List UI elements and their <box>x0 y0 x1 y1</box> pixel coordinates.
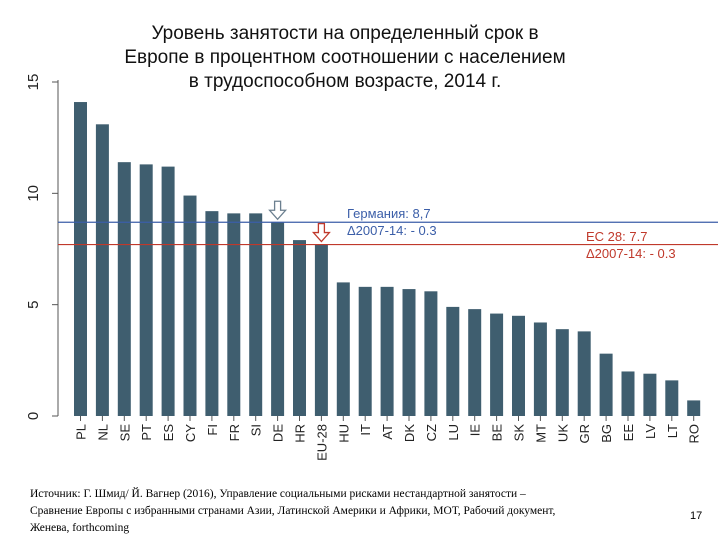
x-tick-label: NL <box>95 424 110 441</box>
x-tick-label: PL <box>74 424 89 440</box>
arrow-marker-eu-28-icon <box>311 222 331 243</box>
eu-delta: Δ2007-14: - 0.3 <box>586 246 676 261</box>
bar-eu-28 <box>314 244 328 416</box>
bar-it <box>358 286 372 416</box>
x-tick-label: ES <box>161 424 176 442</box>
source-line-3: Женева, forthcoming <box>30 522 130 534</box>
x-tick-label: FI <box>205 424 220 436</box>
bar-pl <box>74 102 87 416</box>
x-tick-label: BG <box>599 424 614 443</box>
bar-dk <box>402 289 416 416</box>
x-tick-label: CZ <box>424 424 439 441</box>
bar-fr <box>227 213 241 416</box>
bar-gr <box>577 331 591 416</box>
x-tick-label: IE <box>468 424 483 437</box>
x-tick-label: CY <box>183 424 198 442</box>
bar-mt <box>533 322 547 416</box>
bar-si <box>249 213 263 416</box>
y-tick-label: 15 <box>25 74 42 91</box>
bar-se <box>117 162 131 416</box>
germany-delta: Δ2007-14: - 0.3 <box>347 223 437 238</box>
x-tick-label: EU-28 <box>314 424 329 461</box>
eu-annotation: EC 28: 7.7 Δ2007-14: - 0.3 <box>586 228 676 262</box>
bar-uk <box>555 329 569 416</box>
y-tick-label: 0 <box>25 412 42 420</box>
bar-fi <box>205 211 219 416</box>
x-tick-label: LV <box>643 424 658 439</box>
x-tick-label: LT <box>665 424 680 438</box>
bar-cy <box>183 195 197 416</box>
x-tick-label: UK <box>555 424 570 442</box>
eu-label: EC 28: 7.7 <box>586 229 648 244</box>
x-tick-label: IT <box>358 424 373 436</box>
title-line-3: в трудоспособном возрасте, 2014 г. <box>188 71 502 92</box>
x-tick-label: SE <box>117 424 132 442</box>
arrow-marker-de-icon <box>268 200 288 221</box>
x-tick-label: PT <box>139 424 154 441</box>
x-tick-label: FR <box>227 424 242 441</box>
bar-lv <box>643 373 657 416</box>
bar-cz <box>424 291 438 416</box>
bar-lu <box>446 306 460 416</box>
x-tick-label: DE <box>271 424 286 442</box>
bar-nl <box>95 124 109 416</box>
bar-sk <box>512 315 525 416</box>
germany-label: Германия: 8,7 <box>347 206 431 221</box>
x-tick-label: HU <box>336 424 351 443</box>
x-tick-label: AT <box>380 424 395 440</box>
bar-ie <box>468 309 482 416</box>
title-line-2: Европе в процентном соотношении с населе… <box>124 47 566 68</box>
source-note: Источник: Г. Шмид/ Й. Вагнер (2016), Упр… <box>30 486 680 537</box>
x-tick-label: DK <box>402 424 417 442</box>
bar-de <box>271 222 285 416</box>
bar-pt <box>139 164 153 416</box>
x-tick-label: GR <box>577 424 592 444</box>
x-tick-label: MT <box>533 424 548 443</box>
title-line-1: Уровень занятости на определенный срок в <box>151 23 539 44</box>
x-tick-label: SI <box>249 424 264 436</box>
bar-hu <box>336 282 350 416</box>
bar-es <box>161 166 175 416</box>
bar-hr <box>293 240 306 416</box>
x-tick-label: HR <box>293 424 308 443</box>
x-tick-label: RO <box>687 424 702 444</box>
y-tick-label: 5 <box>25 300 42 308</box>
x-tick-label: BE <box>490 424 505 442</box>
germany-annotation: Германия: 8,7 Δ2007-14: - 0.3 <box>347 205 437 239</box>
chart-title: Уровень занятости на определенный срок в… <box>110 22 580 94</box>
bar-at <box>380 286 394 416</box>
source-line-1: Источник: Г. Шмид/ Й. Вагнер (2016), Упр… <box>30 488 526 500</box>
x-tick-label: LU <box>446 424 461 441</box>
page-number: 17 <box>690 510 703 522</box>
source-line-2: Сравнение Европы с избранными странами А… <box>30 505 556 517</box>
y-tick-label: 10 <box>25 185 42 202</box>
bar-bg <box>599 353 613 416</box>
bar-ee <box>621 371 635 416</box>
x-tick-label: EE <box>621 424 636 442</box>
x-tick-label: SK <box>512 424 527 442</box>
bar-lt <box>665 380 679 416</box>
bar-be <box>490 313 504 416</box>
bar-ro <box>687 400 701 416</box>
